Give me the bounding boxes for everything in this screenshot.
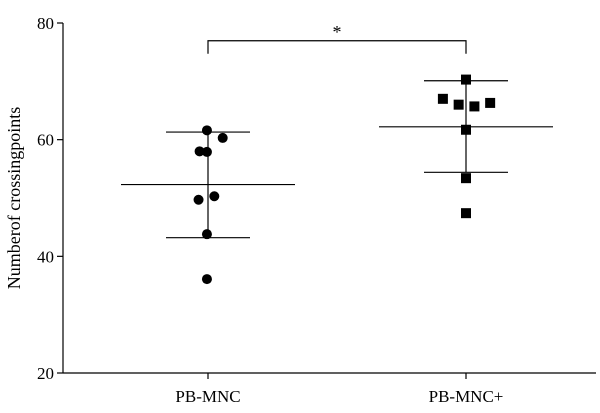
- y-tick-label: 60: [37, 131, 54, 150]
- y-tick-label: 20: [37, 364, 54, 383]
- data-point-circle: [201, 146, 212, 157]
- data-point-square: [469, 101, 480, 112]
- data-point-square: [485, 97, 496, 108]
- x-tick-label: PB-MNC+: [429, 387, 504, 406]
- data-point-circle: [201, 125, 212, 136]
- data-point-square: [453, 99, 464, 110]
- data-points: [193, 74, 496, 285]
- significance-bracket: *: [207, 22, 467, 54]
- data-point-circle: [201, 274, 212, 285]
- data-point-circle: [194, 146, 205, 157]
- data-point-circle: [193, 194, 204, 205]
- significance-label: *: [333, 22, 342, 42]
- y-tick-label: 40: [37, 247, 54, 266]
- data-point-square: [461, 173, 471, 184]
- data-point-square: [461, 124, 471, 135]
- y-axis-label: Numberof crossingpoints: [4, 107, 24, 289]
- data-point-square: [461, 74, 471, 85]
- axes: 20 40 60 80 PB-MNC PB-MNC+ Numberof crossingpo…: [4, 14, 596, 406]
- y-tick-label: 80: [37, 14, 54, 33]
- data-point-square: [437, 93, 448, 104]
- data-point-circle: [217, 132, 228, 143]
- data-point-square: [461, 208, 471, 219]
- data-point-circle: [209, 191, 220, 202]
- x-tick-label: PB-MNC: [175, 387, 240, 406]
- data-point-circle: [201, 229, 212, 240]
- significance-bracket-line: [207, 40, 467, 54]
